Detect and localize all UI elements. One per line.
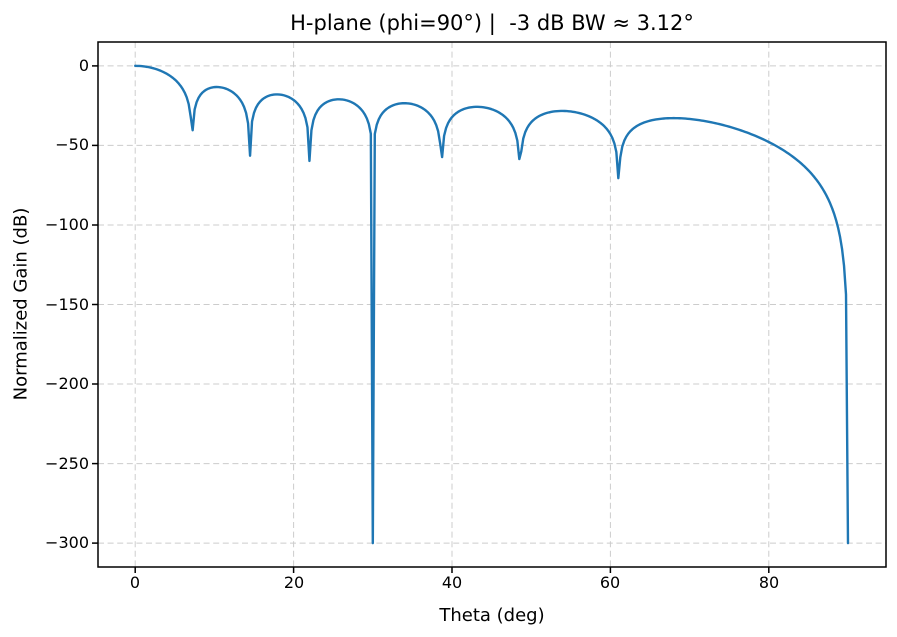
chart-title: H-plane (phi=90°) | -3 dB BW ≈ 3.12° (290, 11, 694, 35)
y-tick-label: −250 (45, 454, 89, 473)
y-tick-label: −200 (45, 374, 89, 393)
y-tick-label: −100 (45, 215, 89, 234)
x-tick-label: 40 (441, 573, 463, 592)
y-tick-label: −300 (45, 533, 89, 552)
x-tick-label: 20 (283, 573, 305, 592)
x-tick-label: 0 (129, 573, 141, 592)
gain-curve (134, 64, 850, 545)
x-axis-label: Theta (deg) (439, 605, 545, 626)
x-tick-label: 80 (758, 573, 780, 592)
tick-marks (92, 65, 770, 573)
y-tick-label: −150 (45, 295, 89, 314)
gridlines (98, 42, 886, 567)
y-tick-label: 0 (78, 56, 89, 75)
x-tick-label: 60 (599, 573, 621, 592)
y-tick-label: −50 (55, 135, 89, 154)
